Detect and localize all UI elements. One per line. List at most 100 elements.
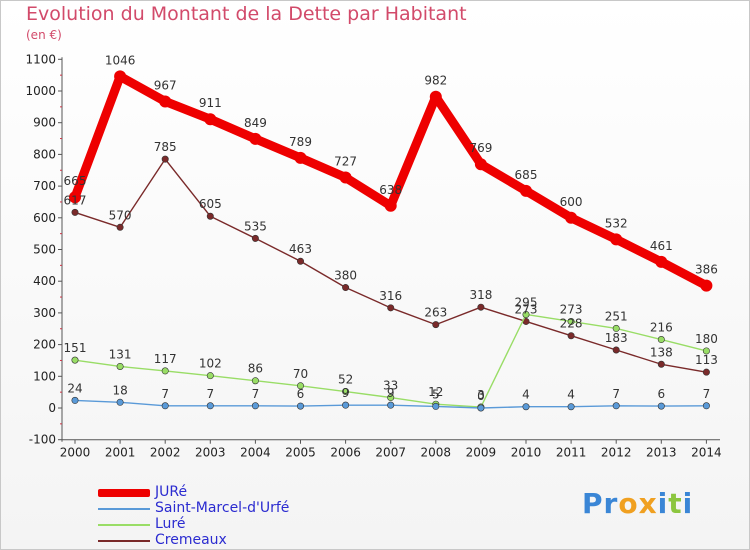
data-point bbox=[657, 360, 665, 368]
data-point bbox=[342, 401, 350, 409]
data-point bbox=[71, 208, 79, 216]
data-point bbox=[296, 257, 304, 265]
data-point bbox=[342, 284, 350, 292]
data-point bbox=[387, 401, 395, 409]
data-point bbox=[161, 402, 169, 410]
data-label: 131 bbox=[109, 347, 132, 361]
data-point bbox=[161, 155, 169, 163]
x-tick-label: 2012 bbox=[601, 446, 632, 460]
y-tick-label: 1100 bbox=[25, 52, 56, 66]
data-label: 605 bbox=[199, 197, 222, 211]
y-tick-label: 300 bbox=[33, 306, 56, 320]
data-point bbox=[206, 402, 214, 410]
data-label: 1046 bbox=[105, 53, 136, 67]
data-label: 273 bbox=[560, 302, 583, 316]
data-point bbox=[657, 336, 665, 344]
legend-swatch bbox=[98, 524, 150, 526]
x-tick-label: 2006 bbox=[330, 446, 361, 460]
data-label: 117 bbox=[154, 352, 177, 366]
data-label: 6 bbox=[297, 387, 305, 401]
legend-label: Saint-Marcel-d'Urfé bbox=[155, 500, 290, 516]
data-label: 4 bbox=[522, 388, 530, 402]
data-point bbox=[206, 212, 214, 220]
x-tick-label: 2009 bbox=[466, 446, 497, 460]
data-point bbox=[251, 234, 259, 242]
data-point bbox=[522, 310, 530, 318]
data-label: 151 bbox=[64, 341, 87, 355]
data-point bbox=[477, 404, 485, 412]
data-point bbox=[657, 402, 665, 410]
data-label: 86 bbox=[248, 362, 263, 376]
data-point bbox=[69, 191, 81, 204]
y-tick-label: -100 bbox=[29, 433, 56, 447]
data-point bbox=[116, 362, 124, 370]
data-point bbox=[206, 372, 214, 380]
data-label: 7 bbox=[161, 387, 169, 401]
data-label: 24 bbox=[67, 381, 82, 395]
data-label: 7 bbox=[252, 387, 260, 401]
data-label: 318 bbox=[469, 288, 492, 302]
data-point bbox=[251, 402, 259, 410]
data-point bbox=[432, 402, 440, 410]
data-point bbox=[339, 171, 352, 184]
data-label: 535 bbox=[244, 219, 267, 233]
data-label: 638 bbox=[379, 183, 402, 197]
data-point bbox=[702, 368, 710, 376]
data-label: 3 bbox=[477, 388, 485, 402]
legend-swatch bbox=[98, 508, 150, 510]
data-label: 769 bbox=[469, 141, 492, 155]
data-label: 33 bbox=[383, 379, 398, 393]
data-point bbox=[520, 184, 532, 197]
x-tick-label: 2008 bbox=[421, 446, 452, 460]
legend-swatch bbox=[98, 540, 150, 542]
data-label: 911 bbox=[199, 96, 222, 110]
x-tick-label: 2000 bbox=[60, 446, 91, 460]
data-point bbox=[567, 317, 575, 325]
data-label: 5 bbox=[432, 387, 440, 401]
data-label: 380 bbox=[334, 269, 357, 283]
x-tick-label: 2011 bbox=[556, 446, 587, 460]
data-label: 0 bbox=[477, 389, 485, 403]
data-label: 52 bbox=[338, 373, 353, 387]
data-label: 617 bbox=[64, 193, 87, 207]
data-label: 316 bbox=[379, 289, 402, 303]
series-line bbox=[70, 71, 711, 291]
data-point bbox=[612, 324, 620, 332]
data-label: 183 bbox=[605, 331, 628, 345]
data-point bbox=[522, 403, 530, 411]
data-point bbox=[474, 158, 487, 171]
data-label: 7 bbox=[206, 387, 214, 401]
data-point bbox=[702, 347, 710, 355]
data-point bbox=[610, 233, 623, 246]
data-label: 982 bbox=[424, 74, 447, 88]
data-point bbox=[249, 132, 262, 145]
x-tick-label: 2004 bbox=[240, 446, 271, 460]
data-point bbox=[702, 402, 710, 410]
data-point bbox=[432, 321, 440, 329]
data-label: 461 bbox=[650, 239, 673, 253]
data-label: 216 bbox=[650, 321, 673, 335]
data-point bbox=[296, 382, 304, 390]
data-point bbox=[251, 377, 259, 385]
data-point bbox=[387, 394, 395, 402]
data-label: 665 bbox=[64, 174, 87, 188]
legend-label: Cremeaux bbox=[155, 532, 227, 548]
data-point bbox=[342, 388, 350, 396]
data-label: 138 bbox=[650, 345, 673, 359]
data-label: 263 bbox=[424, 306, 447, 320]
data-point bbox=[294, 151, 307, 164]
data-point bbox=[161, 367, 169, 375]
data-label: 727 bbox=[334, 155, 357, 169]
y-tick-label: 500 bbox=[33, 243, 56, 257]
data-point bbox=[429, 90, 442, 103]
data-point bbox=[296, 402, 304, 410]
data-label: 12 bbox=[428, 385, 443, 399]
data-label: 102 bbox=[199, 357, 222, 371]
y-tick-label: 1000 bbox=[25, 84, 56, 98]
proxiti-logo: Proxiti bbox=[582, 487, 694, 520]
data-point bbox=[565, 211, 578, 224]
data-point bbox=[71, 356, 79, 364]
legend-label: Luré bbox=[155, 516, 186, 532]
